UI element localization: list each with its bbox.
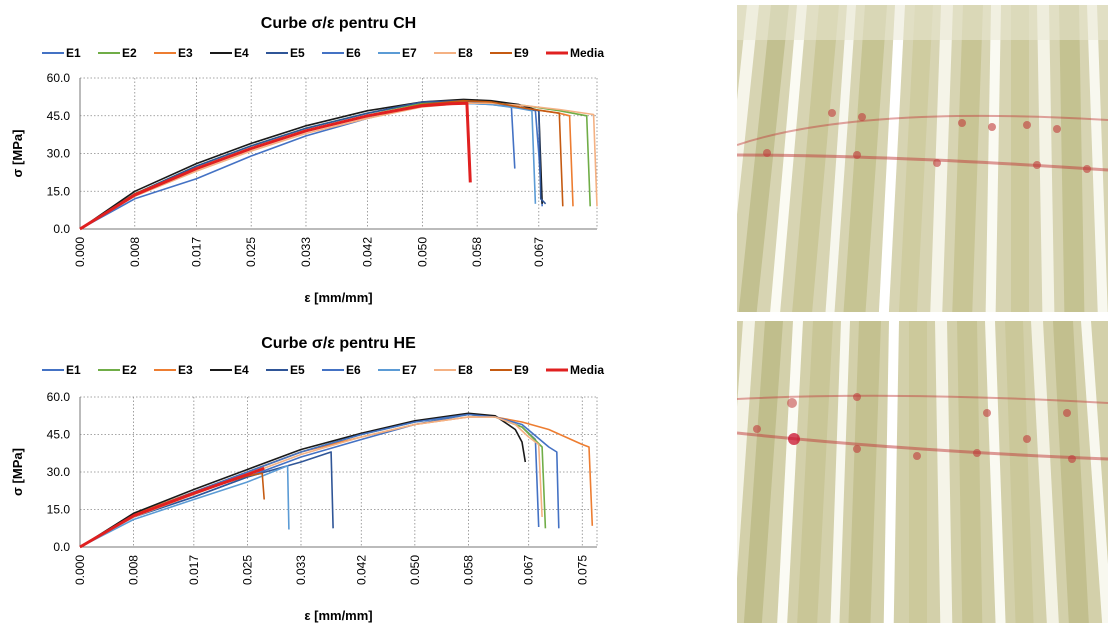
- legend-label-e4: E4: [234, 363, 249, 377]
- y-tick-label: 15.0: [47, 184, 71, 198]
- legend-label-e8: E8: [458, 46, 473, 60]
- y-tick-label: 15.0: [47, 503, 71, 517]
- legend-label-e1: E1: [66, 363, 81, 377]
- series-line-e5: [79, 99, 547, 230]
- chart-title: Curbe σ/ε pentru HE: [261, 335, 416, 352]
- legend-label-e8: E8: [458, 363, 473, 377]
- legend-label-e3: E3: [178, 46, 193, 60]
- series-line-e4: [79, 98, 543, 230]
- series-line-media: [79, 466, 265, 549]
- x-tick-label: 0.000: [73, 237, 87, 267]
- y-axis-label: σ [MPa]: [10, 448, 25, 496]
- legend-label-media: Media: [570, 363, 604, 377]
- x-tick-label: 0.067: [532, 237, 546, 267]
- y-tick-label: 30.0: [47, 147, 71, 161]
- y-tick-label: 30.0: [47, 465, 71, 479]
- x-tick-label: 0.042: [361, 237, 375, 267]
- x-tick-label: 0.050: [415, 237, 429, 267]
- x-tick-label: 0.008: [127, 555, 141, 585]
- x-tick-label: 0.067: [522, 555, 536, 585]
- legend-label-e6: E6: [346, 363, 361, 377]
- x-tick-label: 0.042: [354, 555, 368, 585]
- series-line-e5: [79, 451, 334, 548]
- legend-label-e7: E7: [402, 46, 417, 60]
- y-tick-label: 45.0: [47, 109, 71, 123]
- series-line-e8: [79, 416, 543, 548]
- series-line-e9: [79, 472, 265, 548]
- legend-label-e6: E6: [346, 46, 361, 60]
- x-tick-label: 0.008: [128, 237, 142, 267]
- series-line-e4: [79, 412, 527, 548]
- legend-label-e4: E4: [234, 46, 249, 60]
- y-tick-label: 60.0: [47, 71, 71, 85]
- series-line-e6: [79, 102, 516, 230]
- x-tick-label: 0.075: [575, 555, 589, 585]
- legend-label-e3: E3: [178, 363, 193, 377]
- x-tick-label: 0.017: [189, 237, 203, 267]
- x-tick-label: 0.058: [461, 555, 475, 585]
- chart-he: Curbe σ/ε pentru HE E1 E2 E3 E4 E5 E6 E7 E8 E9 Med…: [10, 335, 604, 623]
- specimen-photo-ch: [737, 5, 1108, 312]
- y-axis-label: σ [MPa]: [10, 130, 25, 178]
- series-line-media: [79, 101, 472, 231]
- chart-ch: Curbe σ/ε pentru CH E1 E2 E3 E4 E5 E6 E7 E8 E9 Med…: [10, 15, 604, 305]
- legend: E1 E2 E3 E4 E5 E6 E7 E8 E9 Media: [42, 46, 604, 60]
- legend-label-e2: E2: [122, 363, 137, 377]
- y-tick-label: 0.0: [53, 540, 70, 554]
- x-tick-label: 0.025: [240, 555, 254, 585]
- legend-label-e1: E1: [66, 46, 81, 60]
- legend-label-e9: E9: [514, 363, 529, 377]
- specimen-photo-he: [737, 321, 1108, 623]
- x-tick-label: 0.033: [294, 555, 308, 585]
- legend-label-media: Media: [570, 46, 604, 60]
- legend-label-e7: E7: [402, 363, 417, 377]
- chart-title: Curbe σ/ε pentru CH: [261, 15, 416, 32]
- series-line-e7: [79, 465, 290, 548]
- y-tick-label: 45.0: [47, 428, 71, 442]
- legend-label-e2: E2: [122, 46, 137, 60]
- legend-label-e5: E5: [290, 46, 305, 60]
- legend-label-e9: E9: [514, 46, 529, 60]
- legend: E1 E2 E3 E4 E5 E6 E7 E8 E9 Media: [42, 363, 604, 377]
- x-tick-label: 0.000: [73, 555, 87, 585]
- series-line-e3: [79, 416, 594, 548]
- x-tick-label: 0.033: [299, 237, 313, 267]
- x-axis-label: ε [mm/mm]: [304, 608, 372, 623]
- legend-label-e5: E5: [290, 363, 305, 377]
- x-tick-label: 0.050: [408, 555, 422, 585]
- x-axis-label: ε [mm/mm]: [304, 290, 372, 305]
- series-line-e2: [79, 99, 591, 230]
- y-tick-label: 60.0: [47, 390, 71, 404]
- y-tick-label: 0.0: [53, 222, 70, 236]
- series-line-e1: [79, 102, 543, 230]
- x-tick-label: 0.058: [470, 237, 484, 267]
- x-tick-label: 0.025: [244, 237, 258, 267]
- x-tick-label: 0.017: [187, 555, 201, 585]
- series-line-e9: [79, 99, 564, 230]
